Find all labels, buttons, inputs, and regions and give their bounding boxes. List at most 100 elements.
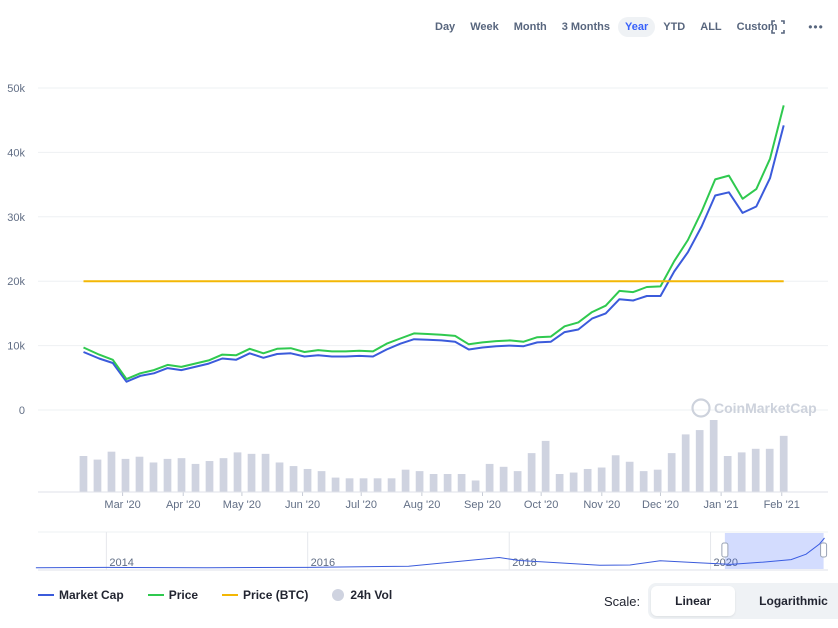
volume-bar (513, 471, 522, 492)
scale-logarithmic-button[interactable]: Logarithmic (759, 594, 828, 608)
more-icon[interactable]: ••• (804, 16, 828, 38)
legend-swatch (222, 594, 239, 596)
volume-bar (261, 453, 270, 492)
scale-selector: Scale: Linear Logarithmic (604, 583, 838, 619)
x-axis: Mar '20 Apr '20 May '20 Jun '20 Jul '20 Aug '… (38, 491, 828, 511)
series-lines (83, 105, 785, 383)
volume-bar (625, 461, 634, 492)
volume-bar (359, 478, 368, 492)
more-icon-glyph: ••• (808, 20, 824, 34)
range-all-button[interactable]: ALL (700, 21, 722, 33)
expand-icon[interactable] (766, 16, 790, 38)
x-tick-label: Sep '20 (464, 499, 501, 511)
y-tick-label: 40k (7, 147, 25, 159)
navigator-year-label: 2020 (714, 557, 738, 569)
y-tick-label: 50k (7, 83, 25, 95)
volume-bar (317, 471, 326, 492)
volume-bars (79, 420, 788, 492)
volume-bar (751, 448, 760, 492)
volume-bar (695, 430, 704, 492)
volume-bar (667, 453, 676, 492)
volume-bar (289, 466, 298, 492)
legend-label: 24h Vol (350, 588, 393, 602)
volume-bar (527, 453, 536, 492)
volume-bar (163, 458, 172, 492)
navigator-selection[interactable] (724, 533, 824, 569)
legend-swatch (38, 594, 54, 596)
scale-linear-button[interactable]: Linear (651, 586, 736, 616)
legend-label: Price (168, 588, 199, 602)
volume-bar (79, 456, 88, 492)
volume-bar (653, 469, 662, 492)
volume-bar (457, 474, 466, 492)
series-line-price (83, 105, 785, 381)
legend-item-24h-vol[interactable]: 24h Vol (332, 588, 392, 602)
volume-bar (247, 453, 256, 492)
volume-bar (737, 452, 746, 492)
legend-label: Price (BTC) (243, 588, 309, 602)
y-tick-label: 0 (19, 405, 25, 417)
volume-bar (429, 474, 438, 492)
range-week-button[interactable]: Week (470, 21, 499, 33)
x-tick-label: Nov '20 (583, 499, 620, 511)
volume-bar (485, 463, 494, 492)
legend-item-price-btc[interactable]: Price (BTC) (222, 588, 308, 602)
legend-item-market-cap[interactable]: Market Cap (38, 588, 124, 602)
volume-bar (93, 459, 102, 492)
volume-bar (499, 466, 508, 492)
time-range-selector: Day Week Month 3 Months Year YTD ALL Custom (428, 16, 786, 38)
volume-bar (471, 480, 480, 492)
volume-bar (569, 472, 578, 492)
volume-bar (415, 471, 424, 492)
volume-bar (177, 458, 186, 492)
legend-swatch (332, 589, 345, 601)
x-tick-label: Apr '20 (166, 499, 201, 511)
legend-swatch (147, 594, 164, 596)
navigator-handle[interactable] (721, 542, 729, 558)
navigator: 2014 2016 2018 2020 (35, 531, 828, 571)
chart-grid (38, 87, 828, 411)
x-tick-label: Jan '21 (704, 499, 739, 511)
range-custom-button[interactable]: Custom (736, 21, 778, 33)
volume-bar (555, 474, 564, 492)
volume-bar (233, 452, 242, 492)
x-tick-label: Jul '20 (345, 499, 376, 511)
volume-bar (723, 456, 732, 492)
y-axis: 50k 40k 30k 20k 10k 0 (7, 83, 25, 417)
range-month-button[interactable]: Month (513, 21, 547, 33)
volume-bar (135, 456, 144, 492)
volume-bar (205, 461, 214, 492)
volume-bar (149, 462, 158, 492)
volume-bar (219, 458, 228, 492)
x-tick-label: Dec '20 (642, 499, 679, 511)
volume-bar (275, 462, 284, 492)
range-ytd-button[interactable]: YTD (663, 21, 686, 33)
range-day-button[interactable]: Day (435, 21, 456, 33)
navigator-year-label: 2018 (512, 557, 536, 569)
x-tick-label: May '20 (223, 499, 261, 511)
volume-bar (639, 471, 648, 492)
x-tick-label: Feb '21 (764, 499, 800, 511)
x-tick-label: Jun '20 (285, 499, 320, 511)
x-tick-label: Aug '20 (403, 499, 440, 511)
legend-item-price[interactable]: Price (147, 588, 199, 602)
volume-bar (611, 455, 620, 492)
volume-bar (583, 468, 592, 492)
coinmarketcap-logo-icon (691, 398, 711, 418)
x-tick-label: Mar '20 (104, 499, 140, 511)
range-3-months-button[interactable]: 3 Months (561, 21, 610, 33)
navigator-year-label: 2016 (311, 557, 335, 569)
chart-legend: Market Cap Price Price (BTC) 24h Vol (38, 588, 416, 602)
navigator-handle[interactable] (820, 542, 828, 558)
y-tick-label: 20k (7, 276, 25, 288)
y-tick-label: 10k (7, 341, 25, 353)
range-year-button[interactable]: Year (618, 17, 656, 37)
expand-icon-glyph (771, 20, 785, 34)
watermark-text: CoinMarketCap (714, 400, 817, 416)
price-chart: 50k 40k 30k 20k 10k 0 Mar '20 Apr '20 May '20 Ju… (7, 83, 828, 571)
volume-bar (681, 434, 690, 492)
volume-bar (107, 451, 116, 492)
volume-bar (331, 477, 340, 492)
volume-bar (387, 478, 396, 492)
series-line-market-cap (83, 125, 785, 383)
